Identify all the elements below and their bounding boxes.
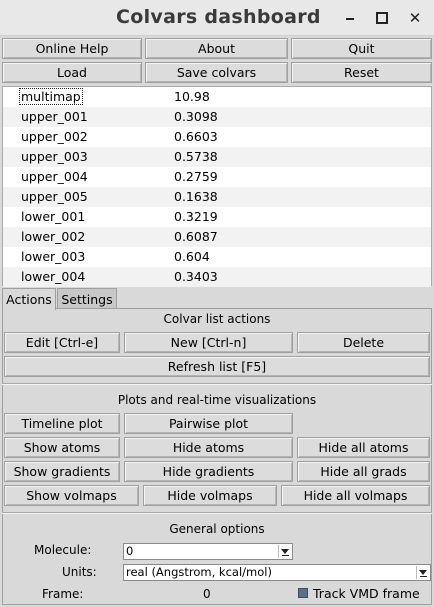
edit-button[interactable]: Edit [Ctrl-e]: [4, 332, 120, 353]
table-row[interactable]: upper_001 0.3098: [3, 107, 431, 127]
timeline-plot-button[interactable]: Timeline plot: [4, 413, 120, 434]
colvar-name: lower_004: [21, 269, 86, 284]
show-gradients-button[interactable]: Show gradients: [4, 461, 120, 482]
units-value: real (Angstrom, kcal/mol): [126, 565, 272, 579]
colvar-value: 0.3219: [174, 209, 218, 224]
show-volmaps-button[interactable]: Show volmaps: [4, 485, 139, 506]
hide-all-atoms-button[interactable]: Hide all atoms: [297, 437, 430, 458]
colvar-list[interactable]: multimap 10.98 upper_001 0.3098 upper_002 0…: [2, 86, 432, 287]
colvar-name: upper_004: [21, 169, 88, 184]
pairwise-plot-button[interactable]: Pairwise plot: [124, 413, 293, 434]
hide-all-grads-button[interactable]: Hide all grads: [297, 461, 430, 482]
close-icon[interactable]: ✕: [408, 9, 422, 27]
table-row[interactable]: multimap 10.98: [3, 87, 431, 107]
track-vmd-frame-label[interactable]: Track VMD frame: [313, 586, 420, 601]
colvar-value: 0.6087: [174, 229, 218, 244]
hide-volmaps-button[interactable]: Hide volmaps: [143, 485, 277, 506]
colvar-name: upper_003: [21, 149, 88, 164]
window-title: Colvars dashboard: [116, 6, 321, 28]
molecule-label: Molecule:: [34, 543, 92, 557]
maximize-icon[interactable]: [372, 8, 392, 28]
frame-value: 0: [203, 587, 211, 601]
reset-button[interactable]: Reset: [291, 62, 432, 83]
tab-settings[interactable]: Settings: [57, 288, 117, 309]
show-atoms-button[interactable]: Show atoms: [4, 437, 120, 458]
colvar-name: upper_005: [21, 189, 88, 204]
track-vmd-frame-checkbox[interactable]: [298, 588, 308, 598]
general-options-title: General options: [169, 522, 265, 536]
units-label: Units:: [62, 565, 97, 579]
table-row[interactable]: upper_003 0.5738: [3, 147, 431, 167]
title-bar: Colvars dashboard ✕: [0, 0, 434, 36]
about-button[interactable]: About: [145, 38, 288, 59]
hide-all-volmaps-button[interactable]: Hide all volmaps: [281, 485, 430, 506]
colvar-name: lower_002: [21, 229, 86, 244]
molecule-select[interactable]: 0: [123, 543, 293, 560]
tab-actions[interactable]: Actions: [2, 288, 56, 310]
table-row[interactable]: upper_005 0.1638: [3, 187, 431, 207]
minimize-icon[interactable]: [340, 8, 360, 28]
separator: [2, 512, 432, 514]
colvar-value: 0.604: [174, 249, 210, 264]
actions-panel: [2, 308, 432, 605]
colvar-name: upper_001: [21, 109, 88, 124]
colvar-value: 0.6603: [174, 129, 218, 144]
colvar-value: 10.98: [174, 89, 210, 104]
hide-gradients-button[interactable]: Hide gradients: [124, 461, 293, 482]
molecule-value: 0: [126, 544, 134, 558]
table-row[interactable]: lower_001 0.3219: [3, 207, 431, 227]
colvar-value: 0.3403: [174, 269, 218, 284]
table-row[interactable]: upper_002 0.6603: [3, 127, 431, 147]
units-select[interactable]: real (Angstrom, kcal/mol): [123, 564, 431, 581]
colvar-name: lower_001: [21, 209, 86, 224]
list-actions-title: Colvar list actions: [163, 312, 271, 326]
colvar-name: lower_003: [21, 249, 86, 264]
load-button[interactable]: Load: [2, 62, 142, 83]
table-row[interactable]: upper_004 0.2759: [3, 167, 431, 187]
save-colvars-button[interactable]: Save colvars: [145, 62, 288, 83]
plots-title: Plots and real-time visualizations: [117, 393, 317, 407]
colvar-name: multimap: [19, 88, 83, 105]
chevron-down-icon[interactable]: [278, 545, 291, 558]
colvar-value: 0.5738: [174, 149, 218, 164]
hide-atoms-button[interactable]: Hide atoms: [124, 437, 293, 458]
table-row[interactable]: lower_002 0.6087: [3, 227, 431, 247]
table-row[interactable]: lower_003 0.604: [3, 247, 431, 267]
colvar-value: 0.3098: [174, 109, 218, 124]
frame-label: Frame:: [42, 587, 84, 601]
quit-button[interactable]: Quit: [291, 38, 432, 59]
new-button[interactable]: New [Ctrl-n]: [124, 332, 293, 353]
colvar-name: upper_002: [21, 129, 88, 144]
separator: [2, 383, 432, 385]
colvar-value: 0.2759: [174, 169, 218, 184]
table-row[interactable]: lower_004 0.3403: [3, 267, 431, 287]
online-help-button[interactable]: Online Help: [2, 38, 142, 59]
colvar-value: 0.1638: [174, 189, 218, 204]
refresh-list-button[interactable]: Refresh list [F5]: [4, 356, 430, 377]
chevron-down-icon[interactable]: [416, 566, 429, 579]
delete-button[interactable]: Delete: [297, 332, 430, 353]
